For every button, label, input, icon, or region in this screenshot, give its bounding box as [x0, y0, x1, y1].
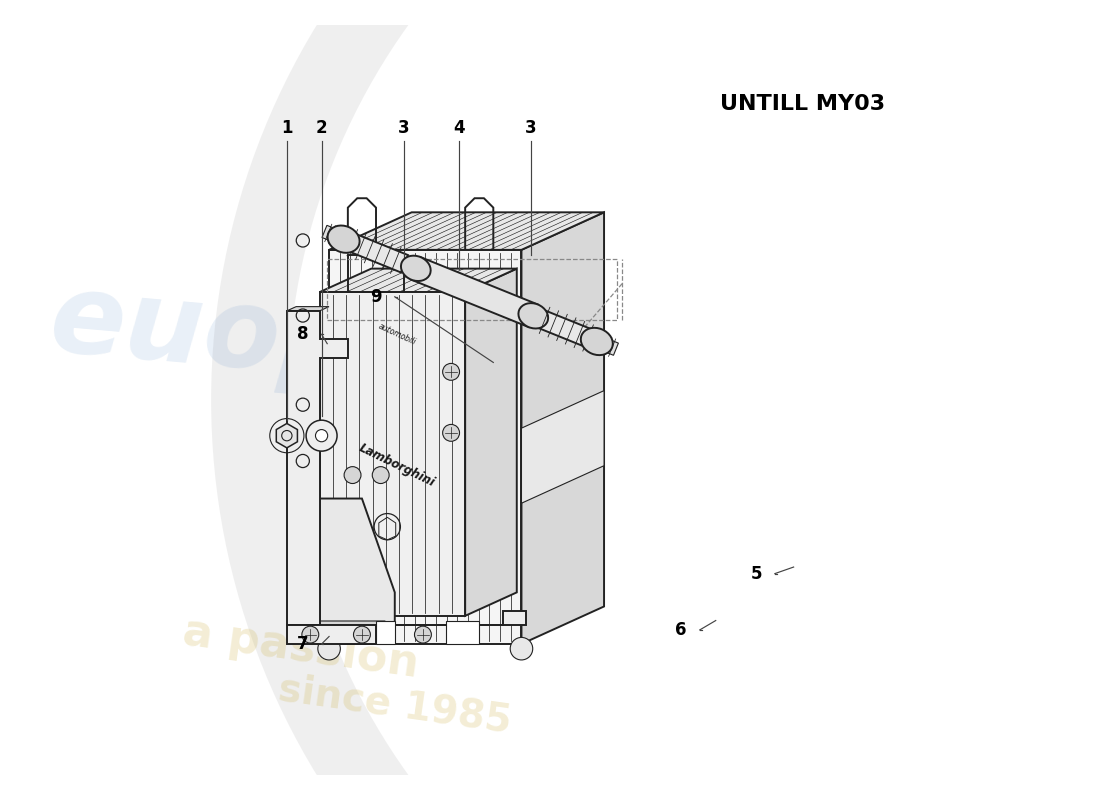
Circle shape — [344, 466, 361, 483]
Text: 1: 1 — [282, 119, 293, 137]
Circle shape — [316, 430, 328, 442]
Polygon shape — [329, 250, 521, 644]
Circle shape — [318, 638, 340, 660]
Circle shape — [301, 626, 319, 643]
Polygon shape — [320, 292, 465, 616]
Polygon shape — [594, 335, 618, 355]
Polygon shape — [521, 390, 604, 503]
Ellipse shape — [402, 256, 431, 281]
Polygon shape — [276, 423, 297, 448]
Polygon shape — [322, 226, 346, 246]
Polygon shape — [320, 498, 395, 626]
Text: automobili: automobili — [376, 322, 417, 347]
Ellipse shape — [581, 328, 613, 355]
Circle shape — [306, 420, 337, 451]
Text: 9: 9 — [371, 288, 382, 306]
Text: 5: 5 — [750, 565, 762, 582]
Polygon shape — [532, 308, 601, 350]
Polygon shape — [287, 611, 526, 644]
Text: 3: 3 — [525, 119, 537, 137]
Polygon shape — [287, 306, 329, 311]
Text: 2: 2 — [316, 119, 328, 137]
Polygon shape — [376, 621, 395, 644]
Text: euoparts: euoparts — [46, 266, 613, 422]
Ellipse shape — [328, 226, 360, 253]
Text: Lamborghini: Lamborghini — [356, 442, 437, 490]
Circle shape — [510, 638, 532, 660]
Polygon shape — [329, 212, 604, 250]
Text: 4: 4 — [453, 119, 464, 137]
Text: 6: 6 — [675, 621, 686, 639]
Circle shape — [442, 363, 460, 380]
Text: 8: 8 — [297, 326, 309, 343]
Polygon shape — [465, 269, 517, 616]
Polygon shape — [447, 621, 480, 644]
Text: a passion: a passion — [180, 611, 421, 686]
Circle shape — [415, 626, 431, 643]
Polygon shape — [287, 311, 348, 626]
Text: UNTILL MY03: UNTILL MY03 — [720, 94, 886, 114]
Circle shape — [353, 626, 371, 643]
Text: 7: 7 — [297, 635, 309, 653]
Circle shape — [442, 424, 460, 442]
Circle shape — [372, 466, 389, 483]
Polygon shape — [411, 257, 538, 327]
Polygon shape — [320, 269, 517, 292]
Polygon shape — [340, 230, 408, 273]
Polygon shape — [521, 212, 604, 644]
Polygon shape — [287, 621, 385, 626]
Ellipse shape — [518, 303, 548, 329]
Text: 3: 3 — [398, 119, 410, 137]
Text: since 1985: since 1985 — [276, 670, 514, 740]
